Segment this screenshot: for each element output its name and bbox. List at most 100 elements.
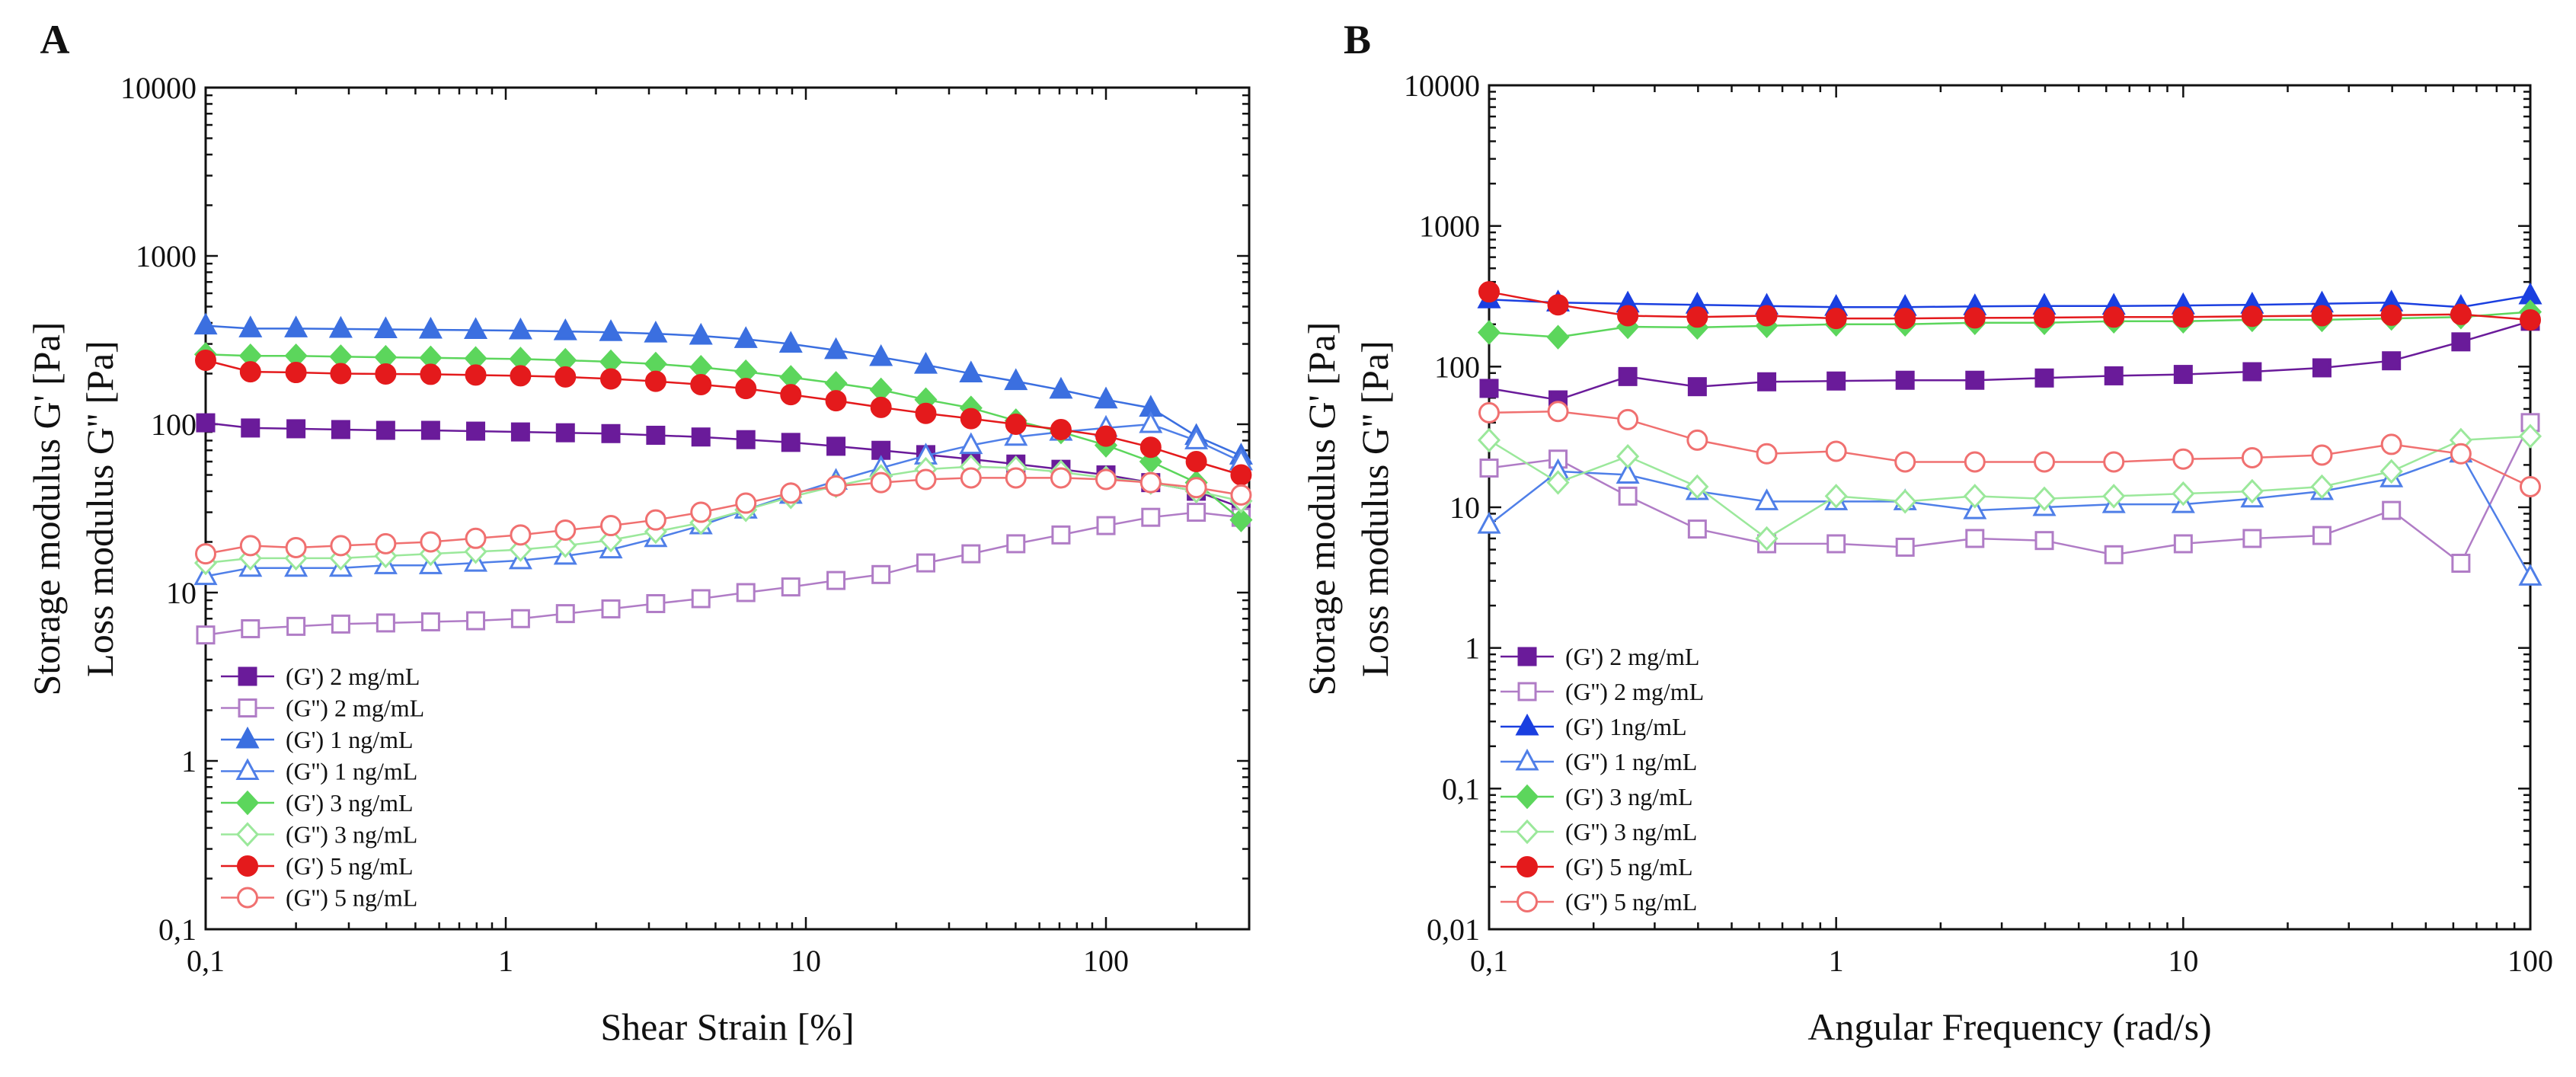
data-point [510, 524, 532, 546]
data-point [239, 361, 261, 383]
series-7 [195, 467, 1252, 565]
data-point [1230, 484, 1252, 506]
data-point [2451, 332, 2471, 352]
data-point [1963, 497, 1987, 519]
data-point [2382, 351, 2402, 371]
series-line [1488, 290, 2531, 321]
data-point [195, 543, 216, 565]
data-point [420, 363, 442, 385]
legend-label: (G'') 5 ng/mL [1565, 888, 1697, 916]
data-point [555, 366, 577, 388]
legend-label: (G') 1ng/mL [1565, 713, 1687, 740]
data-point [376, 420, 395, 440]
x-tick-label: 100 [2507, 944, 2553, 978]
data-point [193, 312, 218, 335]
data-point [241, 418, 260, 438]
data-point [646, 593, 666, 613]
data-point [2380, 304, 2402, 326]
legend-marker [1515, 713, 1539, 736]
data-point [331, 420, 350, 439]
data-point [1687, 377, 1707, 397]
data-point [690, 373, 712, 395]
data-point [690, 501, 712, 523]
x-axis-label: Shear Strain [%] [600, 1005, 854, 1048]
data-point [1095, 468, 1117, 491]
data-point [375, 532, 397, 554]
legend-label: (G') 3 ng/mL [286, 789, 414, 817]
data-point [2103, 451, 2125, 473]
series-4 [1477, 299, 2542, 350]
y-tick-label: 1000 [136, 239, 197, 273]
data-point [555, 423, 575, 443]
data-point [601, 599, 621, 618]
data-point [2034, 368, 2054, 388]
x-tick-label: 0,1 [1470, 944, 1508, 978]
data-point [1050, 467, 1072, 489]
y-tick-label: 100 [151, 407, 197, 442]
data-point [1139, 411, 1163, 433]
data-point [2240, 478, 2264, 504]
data-point [869, 344, 893, 366]
data-point [2310, 474, 2334, 500]
data-point [555, 604, 575, 624]
data-point [1095, 425, 1117, 447]
legend-label: (G'') 3 ng/mL [1565, 818, 1697, 845]
data-point [2518, 564, 2542, 586]
data-point [644, 370, 666, 392]
data-point [1230, 464, 1252, 486]
data-point [2311, 305, 2333, 327]
y-tick-label: 0,1 [1442, 772, 1480, 806]
data-point [1139, 471, 1162, 494]
x-tick-label: 1 [498, 944, 513, 978]
legend-label: (G') 2 mg/mL [1565, 643, 1699, 670]
y-tick-label: 10 [166, 576, 197, 610]
data-point [465, 527, 487, 549]
series-line [1488, 311, 2531, 338]
data-point [916, 553, 935, 573]
data-point [508, 317, 532, 340]
y-axis-label-storage: Storage modulus G' [Pa] [1300, 322, 1343, 696]
data-point [239, 535, 261, 557]
legend-marker [235, 758, 260, 780]
y-axis-label-storage: Storage modulus G' [Pa] [25, 322, 68, 696]
y-tick-label: 1 [1465, 631, 1480, 666]
data-point [330, 535, 352, 557]
y-axis-label-loss: Loss modulus G'' [Pa] [1354, 340, 1396, 677]
data-point [1477, 511, 1501, 534]
data-point [555, 519, 577, 541]
data-point [1546, 324, 1570, 350]
data-point [1964, 451, 1986, 473]
legend-marker [238, 698, 257, 717]
data-point [780, 482, 802, 504]
data-point [826, 436, 846, 456]
data-point [2312, 358, 2332, 378]
data-point [1049, 376, 1073, 399]
data-point [825, 475, 847, 497]
x-tick-label: 10 [2168, 944, 2198, 978]
data-point [599, 319, 623, 341]
data-point [2241, 446, 2263, 468]
data-point [2173, 365, 2193, 385]
legend-label: (G'') 1 ng/mL [286, 758, 417, 785]
data-point [1547, 401, 1569, 423]
series-line [205, 511, 1242, 636]
data-point [1827, 534, 1846, 554]
data-point [1096, 516, 1116, 535]
data-point [1006, 534, 1026, 554]
data-point [2380, 433, 2402, 455]
data-point [285, 362, 307, 384]
legend-marker [237, 887, 258, 909]
data-point [1617, 305, 1639, 327]
data-point [2242, 529, 2262, 548]
y-tick-label: 100 [1434, 350, 1480, 384]
legend-label: (G') 5 ng/mL [1565, 853, 1693, 880]
y-axis-label-loss: Loss modulus G'' [Pa] [78, 340, 121, 677]
data-point [1757, 372, 1777, 391]
data-point [1756, 443, 1778, 465]
data-point [466, 421, 486, 441]
y-tick-label: 1 [181, 744, 197, 778]
data-point [870, 396, 892, 418]
data-point [915, 402, 937, 424]
